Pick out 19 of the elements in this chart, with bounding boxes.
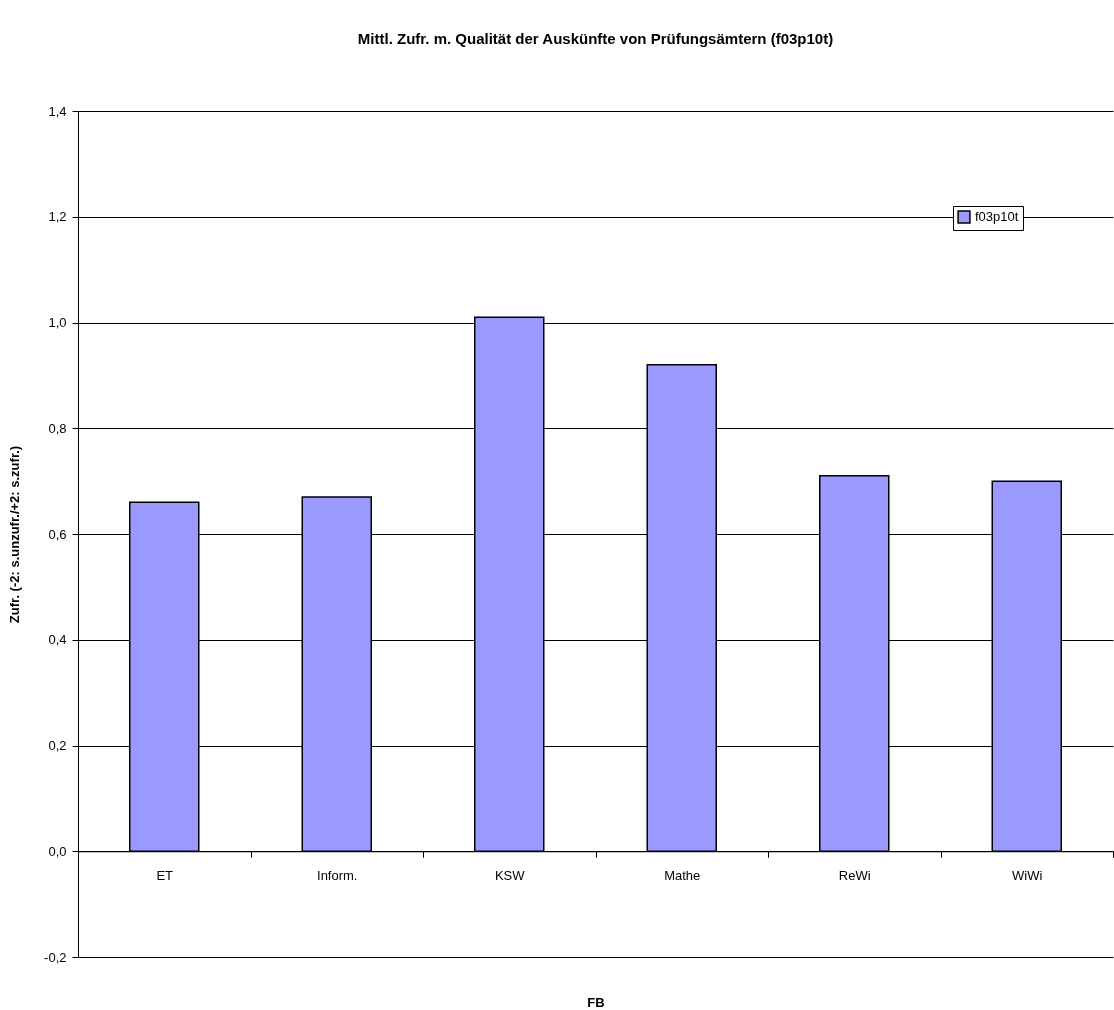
y-axis-title: Zufr. (-2: s.unzufr./+2: s.zufr.)	[7, 445, 23, 624]
y-tick-label: 0,6	[48, 526, 67, 542]
y-tick-label: 0,4	[48, 632, 67, 648]
legend-label: f03p10t	[975, 209, 1019, 224]
y-tick-label: 1,0	[48, 315, 67, 330]
x-tick-label: WiWi	[1012, 867, 1043, 883]
y-tick-label: 0,2	[48, 738, 67, 753]
chart-title: Mittl. Zufr. m. Qualität der Auskünfte von Prüfungsämtern (f03p10t)	[357, 30, 834, 47]
x-tick-label: ReWi	[838, 867, 871, 883]
y-tick-label: 1,2	[48, 209, 67, 225]
y-tick-label: 0,8	[48, 420, 67, 436]
y-tick-label: 1,4	[48, 103, 67, 119]
x-axis-title: FB	[587, 994, 605, 1010]
y-tick-label: -0,2	[44, 949, 67, 965]
x-tick-label: KSW	[494, 867, 526, 883]
x-tick-label: Inform.	[317, 867, 358, 883]
y-tick-label: 0,0	[48, 843, 67, 859]
x-tick-label: ET	[156, 867, 174, 883]
x-tick-label: Mathe	[664, 867, 701, 883]
